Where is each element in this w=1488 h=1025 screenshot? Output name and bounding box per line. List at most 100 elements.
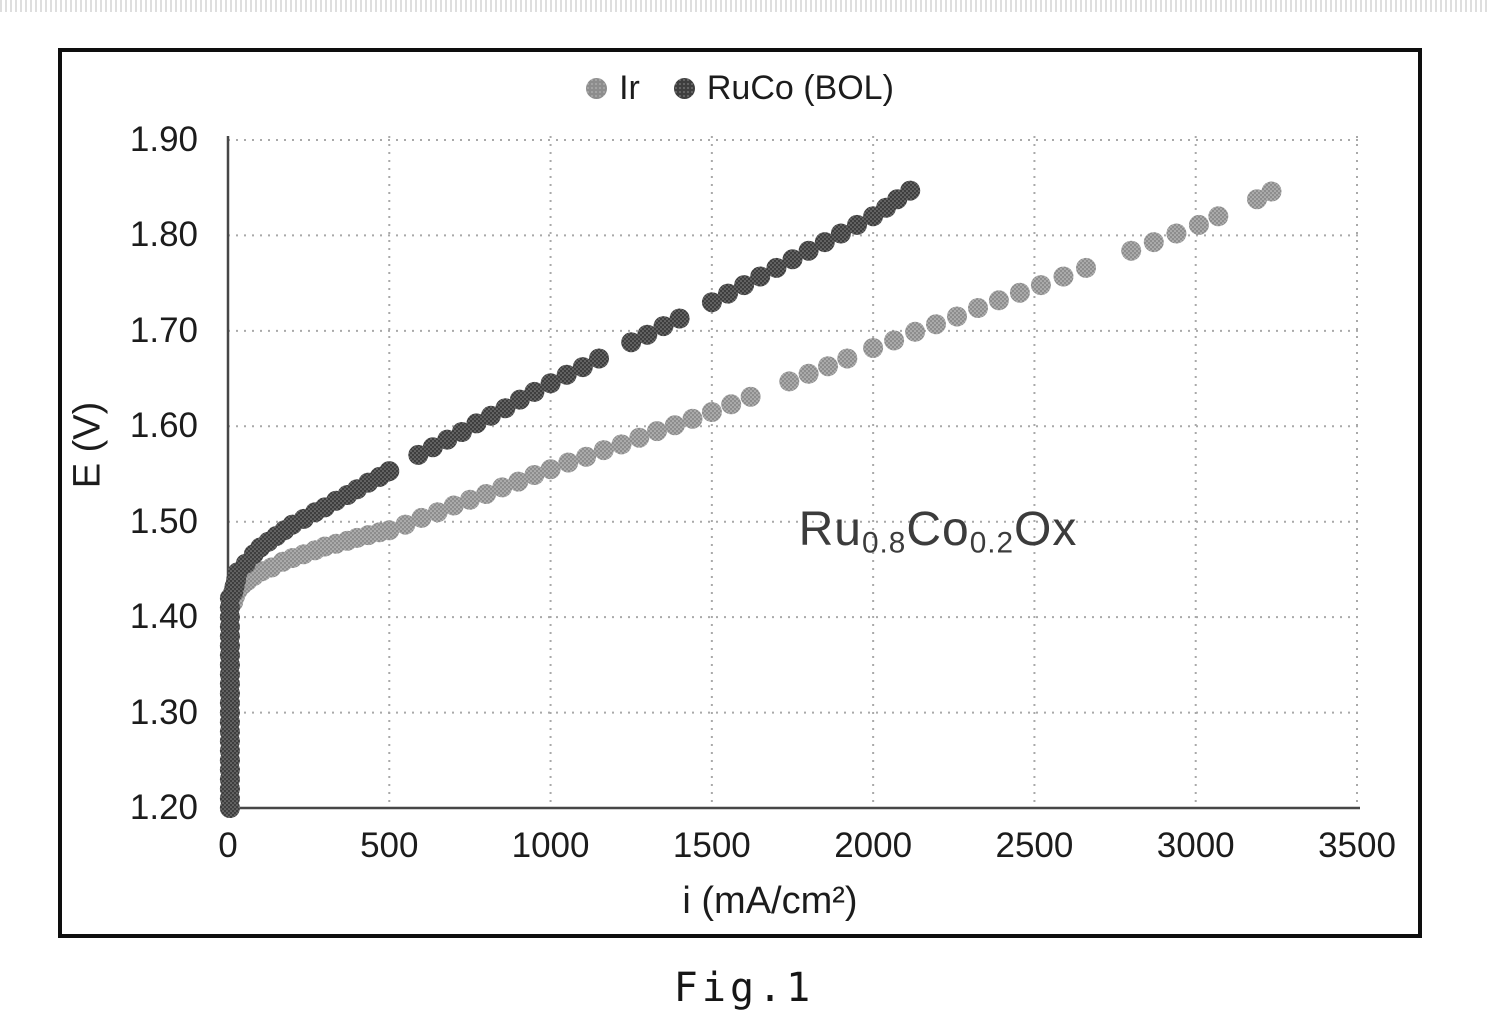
series-ruco-bol- [219,180,921,818]
data-point [782,249,803,270]
data-point [589,348,609,369]
data-point [1121,240,1142,261]
data-point [701,292,722,313]
x-axis-title: i (mA/cm²) [682,880,858,922]
data-point [830,223,851,244]
y-axis-title: E (V) [66,401,109,489]
y-tick-label: 1.80 [129,215,198,255]
data-point [459,489,480,510]
data-point [798,240,819,261]
data-point [740,386,761,407]
data-point [492,477,513,498]
data-point [863,338,884,358]
data-point [701,402,722,422]
data-point [750,266,771,287]
data-point [611,434,632,455]
data-point [540,373,561,394]
data-point [524,465,545,485]
y-tick-label: 1.60 [129,406,198,446]
data-point [576,446,597,467]
data-point [664,415,685,436]
legend-item-ir: Ir [586,68,640,108]
data-point [629,427,650,448]
data-point [734,275,755,296]
data-point [926,314,946,335]
figure-border [58,48,1422,938]
data-point [1143,232,1164,253]
ir-marker-icon [586,77,608,99]
legend-label-ruco: RuCo (BOL) [706,69,894,107]
data-point [968,298,988,318]
legend-item-ruco: RuCo (BOL) [673,68,894,108]
data-point [1261,181,1282,202]
y-tick-label: 1.50 [129,501,198,541]
y-tick-label: 1.90 [129,120,198,159]
data-point [476,484,497,504]
annotation-text: Co [906,503,970,556]
x-tick-label: 2500 [995,826,1074,865]
data-point [669,308,690,329]
data-point [572,357,593,378]
data-point [379,461,400,482]
data-point [798,363,819,384]
data-point [540,459,561,480]
x-tick-label: 3500 [1318,826,1396,865]
data-point [947,306,967,327]
data-point [1009,282,1030,303]
data-point [1166,223,1187,244]
data-point [766,257,787,278]
data-point [379,520,400,541]
data-point [779,371,800,392]
data-point [451,422,472,442]
data-point [593,440,614,461]
data-point [721,394,742,415]
data-point [508,471,529,492]
data-point [1053,266,1074,287]
data-point [837,348,858,369]
data-point [900,180,921,201]
data-point [395,514,416,535]
annotation-text: Ox [1014,503,1078,556]
data-point [637,324,658,345]
data-point [1188,214,1209,235]
data-point [1076,257,1096,278]
figure-caption: Fig.1 [673,965,815,1011]
composition-annotation: Ru0.8Co0.2Ox [799,502,1078,560]
x-tick-label: 1500 [672,826,751,865]
data-point [556,364,577,385]
data-point [818,356,838,377]
ruco-marker-icon [673,77,695,99]
y-tick-label: 1.40 [129,597,198,637]
scan-noise-strip [0,0,1488,12]
data-point [814,232,835,253]
y-tick-label: 1.70 [129,310,198,350]
data-point [988,290,1009,311]
data-point [884,330,905,351]
data-point [905,321,926,342]
data-point [647,421,667,442]
data-point [682,408,703,429]
data-point [621,332,642,353]
chart-legend: Ir RuCo (BOL) [58,68,1422,108]
data-point [653,316,674,337]
x-tick-label: 0 [218,826,238,865]
data-point [1208,206,1229,227]
data-point [443,495,464,516]
data-point [427,502,448,523]
x-tick-label: 1000 [511,826,590,865]
x-tick-label: 500 [360,826,419,865]
data-point [524,381,545,402]
data-point [718,283,738,304]
data-point [847,214,867,235]
x-tick-label: 3000 [1156,826,1235,865]
annotation-subscript: 0.8 [861,526,907,560]
legend-label-ir: Ir [619,69,640,107]
y-tick-label: 1.20 [129,788,198,827]
x-tick-label: 2000 [834,826,913,865]
data-point [495,398,516,419]
data-point [411,507,432,528]
annotation-text: Ru [798,503,862,556]
data-point [1030,275,1051,296]
